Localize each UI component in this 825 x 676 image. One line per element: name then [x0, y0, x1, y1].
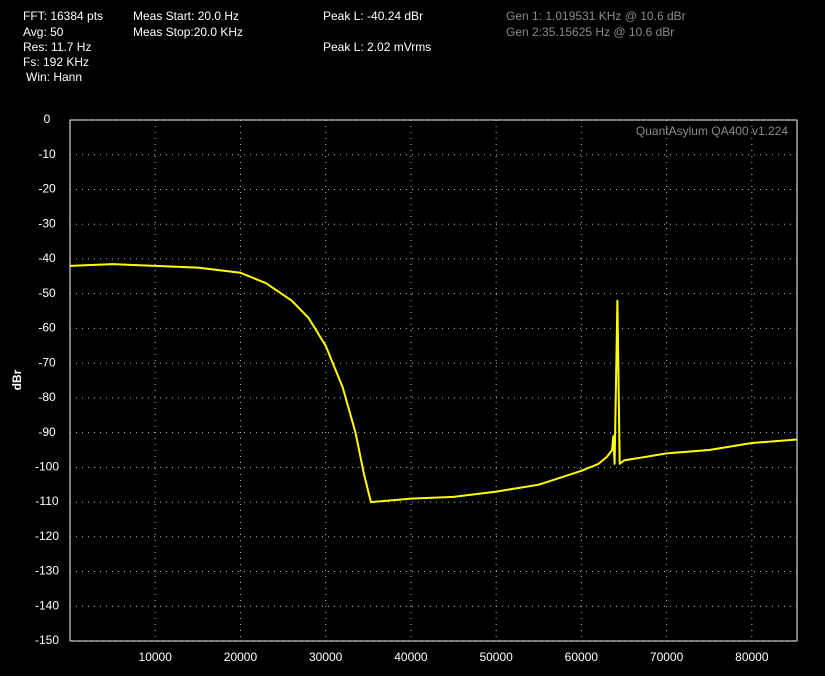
y-tick-label: -100 [35, 460, 59, 474]
info-text: Meas Stop:20.0 KHz [133, 25, 243, 39]
y-tick-label: -130 [35, 564, 59, 578]
x-tick-label: 80000 [735, 650, 769, 664]
y-tick-label: -80 [38, 390, 56, 404]
y-tick-label: -70 [38, 355, 56, 369]
info-text: Peak L: 2.02 mVrms [323, 40, 431, 54]
x-tick-label: 20000 [224, 650, 258, 664]
x-tick-label: 40000 [394, 650, 428, 664]
y-tick-label: -40 [38, 251, 56, 265]
info-text: Res: 11.7 Hz [23, 40, 91, 54]
y-tick-label: -150 [35, 633, 59, 647]
x-tick-label: 50000 [479, 650, 513, 664]
y-tick-label: -10 [38, 147, 56, 161]
info-text: Gen 2:35.15625 Hz @ 10.6 dBr [506, 25, 674, 39]
y-tick-label: -90 [38, 425, 56, 439]
spectrum-line [69, 263, 798, 504]
y-tick-label: -110 [35, 494, 58, 508]
x-tick-label: 70000 [650, 650, 684, 664]
info-text: Fs: 192 KHz [23, 55, 89, 69]
info-text: Peak L: -40.24 dBr [323, 9, 423, 23]
info-text: FFT: 16384 pts [23, 9, 103, 23]
y-tick-label: -120 [35, 529, 59, 543]
y-tick-label: -140 [35, 598, 59, 612]
plot-frame [69, 119, 798, 642]
info-text: Meas Start: 20.0 Hz [133, 9, 239, 23]
y-tick-label: 0 [44, 112, 51, 126]
y-axis-label: dBr [10, 369, 24, 390]
y-tick-label: -20 [38, 182, 56, 196]
info-text: Avg: 50 [23, 25, 64, 39]
y-tick-label: -50 [38, 286, 56, 300]
y-tick-label: -30 [38, 216, 56, 230]
y-tick-label: -60 [38, 321, 56, 335]
info-text: Win: Hann [26, 70, 82, 84]
info-text: Gen 1: 1.019531 KHz @ 10.6 dBr [506, 9, 686, 23]
x-tick-label: 10000 [139, 650, 173, 664]
watermark: QuantAsylum QA400 v1.224 [636, 124, 788, 138]
x-tick-label: 60000 [565, 650, 599, 664]
x-tick-label: 30000 [309, 650, 343, 664]
